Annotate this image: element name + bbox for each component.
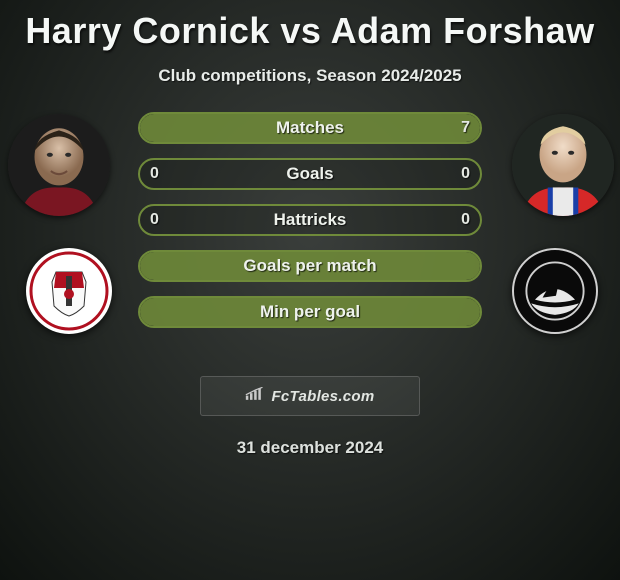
brand-box[interactable]: FcTables.com bbox=[200, 376, 420, 416]
club-left-badge bbox=[26, 248, 112, 334]
subtitle: Club competitions, Season 2024/2025 bbox=[0, 66, 620, 86]
date-label: 31 december 2024 bbox=[0, 438, 620, 458]
stat-label: Goals per match bbox=[140, 252, 480, 280]
comparison-panel: Matches7Goals00Hattricks00Goals per matc… bbox=[0, 114, 620, 364]
chart-icon bbox=[245, 387, 265, 406]
stat-bars: Matches7Goals00Hattricks00Goals per matc… bbox=[138, 112, 482, 342]
stat-label: Goals bbox=[140, 160, 480, 188]
player-left-avatar bbox=[8, 114, 110, 216]
page-title: Harry Cornick vs Adam Forshaw bbox=[0, 0, 620, 52]
stat-label: Matches bbox=[140, 114, 480, 142]
brand-text: FcTables.com bbox=[271, 388, 374, 405]
stat-bar: Matches7 bbox=[138, 112, 482, 144]
stat-label: Min per goal bbox=[140, 298, 480, 326]
club-right-badge bbox=[512, 248, 598, 334]
stat-bar: Hattricks0 0 bbox=[138, 204, 482, 236]
stat-bar: Min per goal bbox=[138, 296, 482, 328]
stat-bar: Goals per match bbox=[138, 250, 482, 282]
stat-bar: Goals0 0 bbox=[138, 158, 482, 190]
stat-value-right: 0 bbox=[461, 160, 470, 188]
stat-value-left: 0 bbox=[150, 206, 159, 234]
stat-label: Hattricks bbox=[140, 206, 480, 234]
stat-value-left: 0 bbox=[150, 160, 159, 188]
stat-value-right: 0 bbox=[461, 206, 470, 234]
stat-value-right: 7 bbox=[461, 114, 470, 142]
player-right-avatar bbox=[512, 114, 614, 216]
